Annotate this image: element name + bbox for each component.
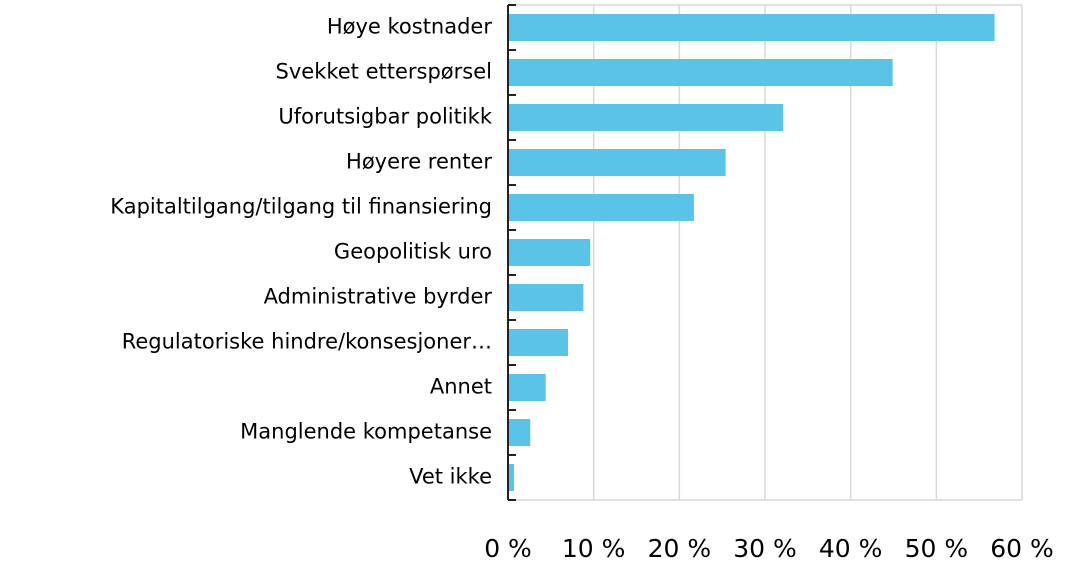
bar [508, 104, 783, 131]
bar [508, 419, 531, 446]
y-tick-label: Kapitaltilgang/tilgang til finansiering [110, 195, 492, 219]
y-tick-label: Administrative byrder [264, 285, 493, 309]
y-tick-label: Manglende kompetanse [240, 420, 492, 444]
bar [508, 149, 726, 176]
x-tick-label: 0 % [484, 534, 532, 563]
bar [508, 194, 694, 221]
x-tick-label: 20 % [648, 534, 712, 563]
bar [508, 374, 546, 401]
y-tick-label: Uforutsigbar politikk [278, 105, 492, 129]
bar [508, 329, 568, 356]
y-tick-label: Høye kostnader [327, 15, 493, 39]
y-tick-label: Geopolitisk uro [334, 240, 492, 264]
y-tick-label: Svekket etterspørsel [276, 60, 492, 84]
y-tick-label: Regulatoriske hindre/konsesjoner… [122, 330, 492, 354]
bar [508, 284, 584, 311]
y-tick-label: Høyere renter [346, 150, 492, 174]
x-tick-label: 40 % [819, 534, 883, 563]
x-tick-label: 10 % [562, 534, 626, 563]
bar [508, 59, 893, 86]
x-tick-label: 60 % [990, 534, 1054, 563]
y-tick-label: Annet [430, 375, 492, 399]
x-tick-label: 50 % [905, 534, 969, 563]
bar [508, 464, 514, 491]
bar [508, 239, 591, 266]
y-tick-label: Vet ikke [409, 465, 492, 489]
bar [508, 14, 995, 41]
x-tick-label: 30 % [733, 534, 797, 563]
